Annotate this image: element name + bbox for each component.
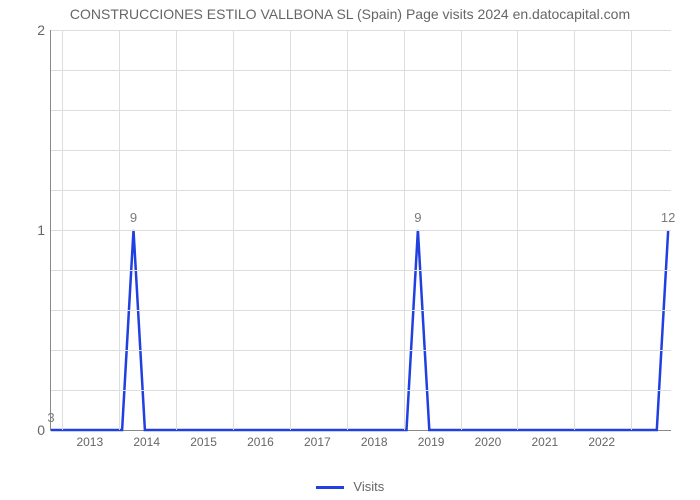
vgrid-line [119,30,120,430]
x-tick-label: 2022 [588,435,615,449]
vgrid-line [517,30,518,430]
hgrid-line [51,110,671,111]
chart-title: CONSTRUCCIONES ESTILO VALLBONA SL (Spain… [0,0,700,22]
legend: Visits [0,479,700,494]
vgrid-line [347,30,348,430]
x-tick-label: 2013 [76,435,103,449]
hgrid-line [51,350,671,351]
data-point-label: 9 [130,210,137,225]
y-tick-label: 0 [37,422,45,438]
hgrid-line [51,310,671,311]
hgrid-line [51,190,671,191]
y-tick-label: 2 [37,22,45,38]
hgrid-line [51,30,671,31]
x-tick-label: 2019 [418,435,445,449]
vgrid-line [176,30,177,430]
legend-swatch [316,486,344,489]
x-tick-label: 2014 [133,435,160,449]
x-tick-label: 2016 [247,435,274,449]
x-tick-label: 2020 [475,435,502,449]
hgrid-line [51,270,671,271]
vgrid-line [290,30,291,430]
visits-chart: CONSTRUCCIONES ESTILO VALLBONA SL (Spain… [0,0,700,500]
vgrid-line [574,30,575,430]
data-point-label: 3 [47,410,54,425]
x-tick-label: 2021 [532,435,559,449]
plot-area: 39912 [50,30,671,431]
vgrid-line [461,30,462,430]
legend-label: Visits [353,479,384,494]
hgrid-line [51,390,671,391]
data-point-label: 12 [661,210,675,225]
x-tick-label: 2015 [190,435,217,449]
hgrid-line [51,70,671,71]
vgrid-line [404,30,405,430]
hgrid-line [51,230,671,231]
y-tick-label: 1 [37,222,45,238]
x-tick-label: 2017 [304,435,331,449]
hgrid-line [51,150,671,151]
vgrid-line [233,30,234,430]
vgrid-line [62,30,63,430]
vgrid-line [631,30,632,430]
data-point-label: 9 [414,210,421,225]
x-tick-label: 2018 [361,435,388,449]
